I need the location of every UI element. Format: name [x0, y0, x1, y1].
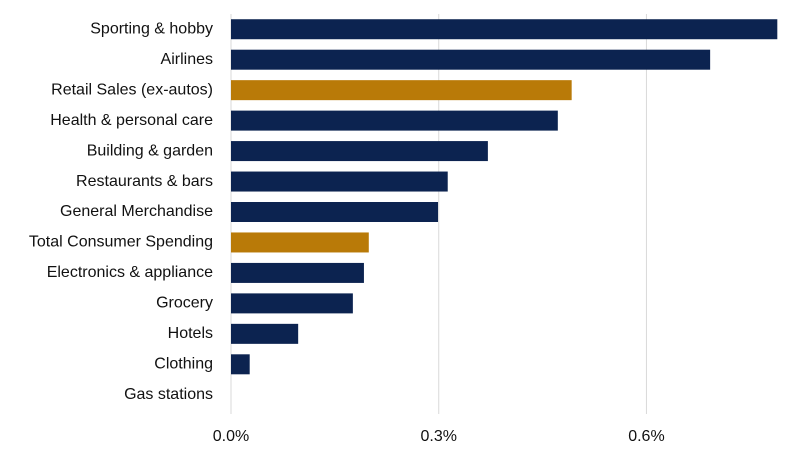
- bar: [231, 202, 439, 222]
- bar: [231, 354, 250, 375]
- bar: [231, 80, 572, 101]
- bar: [231, 110, 558, 131]
- bar: [231, 323, 299, 344]
- x-tick-label: 0.0%: [213, 428, 249, 445]
- bar: [231, 293, 353, 314]
- bar: [231, 262, 364, 283]
- y-tick-label: Sporting & hobby: [90, 20, 213, 37]
- x-tick-label: 0.3%: [420, 428, 456, 445]
- y-tick-label: Health & personal care: [50, 112, 213, 129]
- bar: [231, 171, 448, 192]
- y-tick-label: Restaurants & bars: [76, 173, 213, 190]
- y-tick-label: Retail Sales (ex-autos): [51, 81, 213, 98]
- y-tick-label: Hotels: [168, 325, 213, 342]
- y-tick-label: Airlines: [161, 51, 213, 68]
- bar: [231, 141, 488, 162]
- bar: [231, 49, 711, 70]
- y-tick-label: Building & garden: [87, 142, 213, 159]
- y-tick-label: Electronics & appliance: [47, 264, 213, 281]
- bar: [231, 19, 778, 40]
- y-tick-label: Clothing: [154, 356, 213, 373]
- y-tick-label: Total Consumer Spending: [29, 234, 213, 251]
- bar: [231, 232, 369, 253]
- x-tick-label: 0.6%: [628, 428, 664, 445]
- y-tick-label: Gas stations: [124, 386, 213, 403]
- y-tick-label: Grocery: [156, 295, 213, 312]
- y-tick-label: General Merchandise: [60, 203, 213, 220]
